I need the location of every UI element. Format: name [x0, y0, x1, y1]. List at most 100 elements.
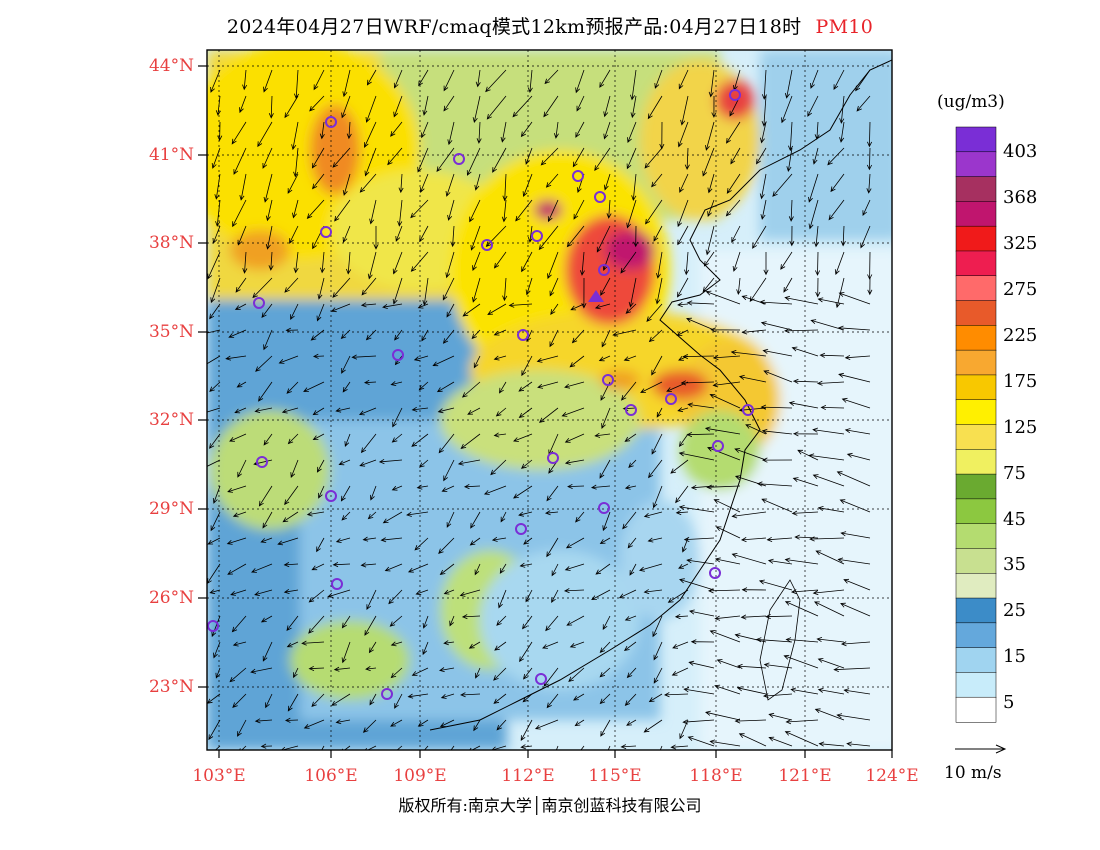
wind-arrow [491, 536, 507, 542]
colorbar-label: 368 [1003, 187, 1038, 208]
wind-arrow [573, 693, 585, 701]
wind-arrow [600, 277, 611, 296]
wind-arrow [394, 329, 403, 341]
wind-arrow [536, 355, 559, 363]
wind-arrow [473, 355, 481, 369]
wind-arrow [755, 637, 793, 643]
wind-arrow [760, 121, 767, 144]
wind-arrow [495, 407, 507, 417]
wind-arrow [443, 95, 455, 112]
wind-arrow [311, 563, 325, 571]
wind-arrow [716, 659, 741, 669]
wind-arrow [628, 277, 637, 308]
wind-arrow [630, 69, 637, 101]
wind-arrow [378, 458, 403, 465]
wind-arrow [599, 537, 611, 544]
wind-arrow [207, 459, 221, 467]
wind-arrow [242, 69, 248, 91]
wind-arrow [678, 433, 689, 447]
wind-arrow [446, 303, 455, 318]
wind-arrow [759, 173, 767, 200]
wind-arrow [808, 173, 819, 203]
wind-arrow [603, 95, 611, 118]
wind-arrow [570, 303, 585, 311]
wind-arrow [210, 277, 221, 304]
wind-arrow [258, 381, 273, 402]
wind-arrow [687, 736, 715, 747]
wind-arrow [734, 448, 767, 461]
wind-arrow [418, 69, 429, 87]
lon-label-115: 115°E [588, 766, 642, 786]
wind-arrow [714, 557, 741, 565]
wind-arrow [254, 589, 273, 596]
wind-arrow [422, 615, 429, 629]
wind-arrow [521, 355, 533, 377]
wind-arrow [366, 589, 377, 611]
wind-arrow [840, 641, 871, 647]
wind-arrow [547, 251, 559, 280]
wind-arrow [687, 402, 715, 409]
map-title: 2024年04月27日WRF/cmaq模式12km预报产品:04月27日18时 P… [0, 12, 1100, 39]
wind-arrow [760, 199, 767, 220]
wind-arrow [361, 277, 377, 296]
wind-arrow [417, 147, 429, 173]
wind-arrow [439, 719, 455, 727]
wind-arrow [308, 615, 325, 634]
wind-arrow [419, 459, 429, 468]
wind-arrow [566, 615, 585, 626]
wind-arrow [812, 589, 845, 596]
wind-arrow [527, 225, 533, 243]
colorbar-swatch [955, 424, 997, 450]
wind-arrow [365, 329, 377, 341]
wind-arrow [330, 303, 351, 313]
wind-arrow [766, 536, 793, 542]
wind-arrow [422, 277, 429, 306]
wind-arrow [866, 147, 873, 171]
wind-arrow [443, 69, 455, 92]
wind-arrow [736, 277, 742, 296]
wind-arrow [268, 95, 274, 119]
wind-arrow [460, 692, 481, 698]
wind-arrow [679, 173, 689, 193]
wind-arrow [711, 95, 717, 118]
wind-arrow [463, 484, 481, 490]
wind-arrow [432, 355, 455, 367]
wind-arrow [549, 277, 559, 297]
wind-arrow [229, 433, 247, 442]
wind-arrow [679, 578, 715, 591]
wind-arrow [252, 277, 273, 299]
wind-arrow [496, 615, 507, 626]
wind-arrow [856, 95, 871, 112]
wind-arrow [373, 226, 379, 250]
wind-arrow [640, 381, 663, 393]
wind-arrow [262, 147, 273, 169]
wind-arrow [340, 329, 351, 340]
wind-arrow [788, 199, 794, 222]
wind-arrow [761, 457, 793, 463]
wind-arrow [580, 745, 585, 750]
wind-arrow [730, 350, 767, 357]
wind-arrow [461, 614, 481, 620]
wind-arrow [867, 121, 873, 148]
wind-arrow [303, 719, 325, 729]
wind-arrow [493, 693, 507, 704]
wind-arrow [293, 147, 299, 178]
wind-arrow [643, 719, 663, 733]
wind-arrow [278, 355, 299, 364]
wind-arrow [674, 613, 689, 620]
wind-arrow [287, 693, 299, 712]
wind-arrow [741, 587, 767, 593]
wind-arrow [731, 553, 767, 565]
lat-label-29: 29°N [148, 499, 194, 519]
wind-arrow [740, 537, 767, 543]
wind-arrow [417, 303, 429, 309]
wind-arrow [500, 511, 507, 523]
wind-arrow [784, 601, 819, 617]
lon-label-106: 106°E [304, 766, 358, 786]
wind-arrow [284, 95, 299, 119]
wind-arrow [784, 731, 819, 747]
wind-arrow [780, 251, 793, 270]
wind-arrow [445, 173, 455, 197]
wind-arrow [519, 562, 533, 568]
wind-arrow [523, 667, 533, 680]
